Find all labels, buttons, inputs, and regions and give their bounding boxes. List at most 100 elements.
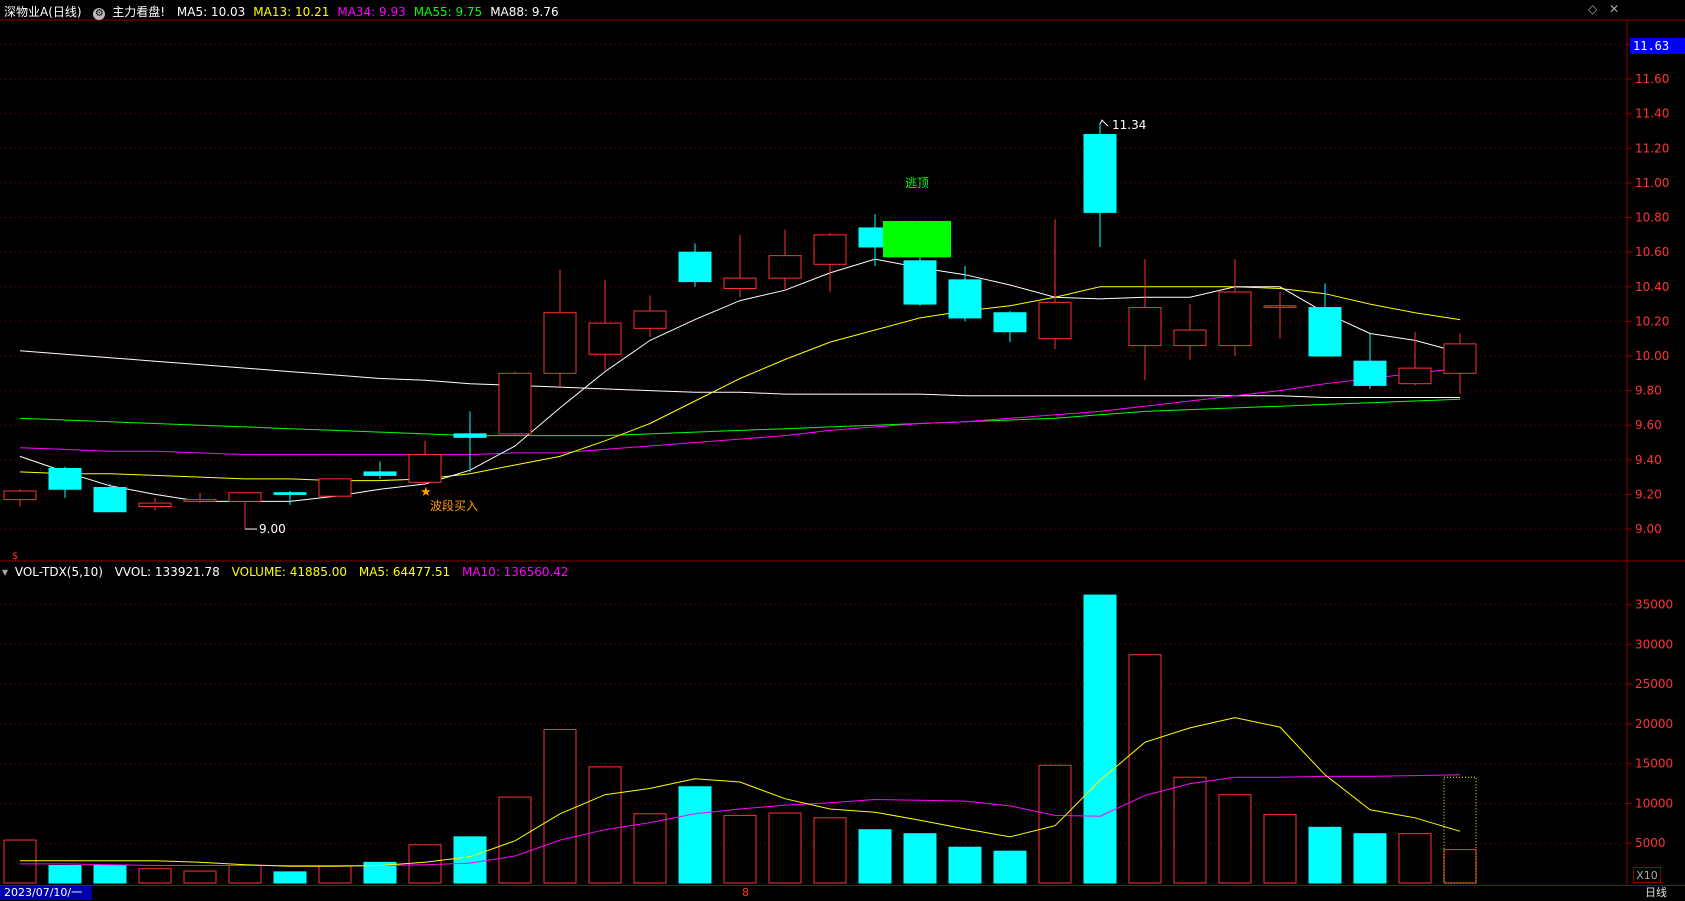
high-label: 11.34 — [1112, 118, 1146, 132]
candle[interactable] — [408, 454, 442, 483]
ma55-line — [19, 398, 1461, 437]
volume-bar[interactable] — [1263, 814, 1297, 884]
volume-bar[interactable] — [453, 836, 487, 884]
candle[interactable] — [1218, 291, 1252, 347]
volume-bars[interactable] — [3, 594, 1477, 884]
candle[interactable] — [633, 310, 667, 329]
volume-bar[interactable] — [1398, 833, 1432, 884]
volume-bar[interactable] — [588, 766, 622, 884]
volume-tick-label: 20000 — [1635, 717, 1673, 731]
price-tick-label: 11.00 — [1635, 176, 1669, 190]
volume-bar[interactable] — [273, 871, 307, 884]
volume-bar[interactable] — [228, 865, 262, 884]
close-icon[interactable]: ✕ — [1609, 2, 1620, 16]
volume-bar[interactable] — [948, 846, 982, 884]
candle[interactable] — [1038, 301, 1072, 340]
volume-bar[interactable] — [1038, 764, 1072, 884]
gear-icon[interactable]: ⚙ — [93, 8, 106, 20]
volume-indicator-name[interactable]: VOL-TDX(5,10) — [14, 565, 103, 579]
volume-tick-label: 25000 — [1635, 677, 1673, 691]
candle[interactable] — [1128, 307, 1162, 347]
volume-bar[interactable] — [903, 833, 937, 884]
candles[interactable] — [3, 124, 1477, 530]
date-text: 2023/07/10/一 — [4, 886, 83, 899]
buy-signal-star-icon: ★ — [420, 485, 432, 500]
candle[interactable] — [138, 502, 172, 508]
candle[interactable] — [723, 277, 757, 289]
candle[interactable] — [183, 499, 217, 502]
price-tick-label: 9.40 — [1635, 453, 1662, 467]
candle[interactable] — [1398, 367, 1432, 385]
volume-bar[interactable] — [543, 729, 577, 884]
volume-expand-icon[interactable]: ▾ — [2, 565, 9, 579]
candle[interactable] — [588, 322, 622, 355]
volume-bar[interactable] — [678, 786, 712, 884]
volume-bar[interactable] — [1173, 776, 1207, 884]
ma88-line — [19, 350, 1460, 398]
volume-bar[interactable] — [858, 829, 892, 884]
volume-tick-label: 10000 — [1635, 796, 1673, 810]
volume-bar[interactable] — [363, 861, 397, 884]
candle[interactable] — [273, 492, 307, 495]
indicator-name[interactable]: 主力看盘! — [112, 5, 166, 19]
candle[interactable] — [813, 234, 847, 265]
price-tick-label: 11.40 — [1635, 107, 1669, 121]
volume-bar[interactable] — [318, 865, 352, 884]
candle[interactable] — [93, 487, 127, 513]
volume-bar[interactable] — [48, 865, 82, 884]
volume-bar[interactable] — [1353, 833, 1387, 884]
period-label[interactable]: 日线 — [1645, 886, 1667, 899]
candle[interactable] — [1308, 307, 1342, 357]
candle[interactable] — [48, 467, 82, 490]
grid — [0, 19, 1685, 885]
candle[interactable] — [1083, 133, 1117, 213]
volume-bar[interactable] — [723, 814, 757, 884]
top-right-controls: ◇ ✕ — [1588, 2, 1619, 16]
volume-bar[interactable] — [768, 812, 802, 884]
volume-bar[interactable] — [93, 865, 127, 884]
volume-bar[interactable] — [1443, 849, 1477, 884]
volume-unit-label: X10 — [1636, 869, 1658, 882]
candle[interactable] — [3, 490, 37, 501]
volume-bar[interactable] — [1218, 794, 1252, 884]
candle[interactable] — [543, 312, 577, 374]
candle[interactable] — [1263, 305, 1297, 308]
volume-bar[interactable] — [1308, 826, 1342, 884]
volume-bar[interactable] — [183, 870, 217, 884]
volume-bar[interactable] — [138, 868, 172, 884]
volume-label: VOLUME: 41885.00 — [231, 565, 348, 579]
candle[interactable] — [903, 260, 937, 305]
volume-bar[interactable] — [993, 850, 1027, 884]
vvol-label: VVOL: 133921.78 — [114, 565, 220, 579]
price-tick-label: 9.00 — [1635, 522, 1662, 536]
candle[interactable] — [948, 279, 982, 319]
candle[interactable] — [363, 471, 397, 476]
candle[interactable] — [318, 478, 352, 497]
candle[interactable] — [1173, 329, 1207, 347]
candle[interactable] — [993, 312, 1027, 333]
vol-ma10-label: MA10: 136560.42 — [461, 565, 569, 579]
top-signal-label: 逃顶 — [905, 176, 929, 190]
candle[interactable] — [498, 372, 532, 435]
candle[interactable] — [768, 255, 802, 279]
candle[interactable] — [453, 433, 487, 438]
date-label[interactable]: 2023/07/10/一 — [0, 886, 92, 900]
volume-projection-box — [1443, 776, 1477, 884]
moving-average-lines — [19, 258, 1461, 502]
volume-bar[interactable] — [1083, 594, 1117, 884]
volume-bar[interactable] — [1128, 654, 1162, 884]
volume-bar[interactable] — [813, 817, 847, 884]
candle[interactable] — [1443, 343, 1477, 374]
stock-title[interactable]: 深物业A(日线) — [4, 5, 82, 19]
candle[interactable] — [228, 492, 262, 502]
diamond-icon[interactable]: ◇ — [1588, 2, 1598, 16]
price-tick-label: 9.20 — [1635, 487, 1662, 501]
candle[interactable] — [1353, 360, 1387, 386]
candle[interactable] — [678, 251, 712, 283]
volume-bar[interactable] — [498, 796, 532, 884]
price-panel-marker-icon: $ — [12, 551, 19, 562]
ma-labels: MA5: 10.03 MA13: 10.21 MA34: 9.93 MA55: 9.7… — [177, 5, 567, 19]
volume-bar[interactable] — [3, 839, 37, 884]
volume-bar[interactable] — [633, 813, 667, 884]
